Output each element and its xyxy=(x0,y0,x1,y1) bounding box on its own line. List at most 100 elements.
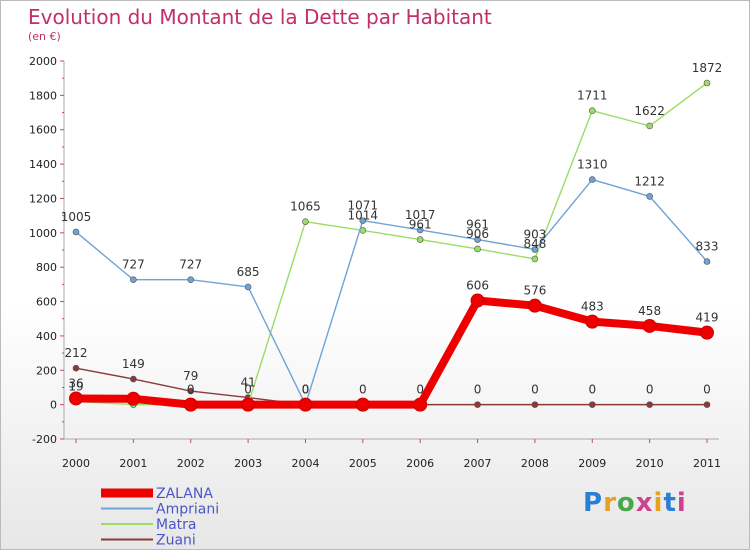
data-point-zalana xyxy=(642,318,657,333)
data-label-ampriani: 961 xyxy=(466,218,489,232)
legend-label-ampriani: Ampriani xyxy=(156,502,219,518)
data-point-matra xyxy=(703,79,711,87)
data-point-zalana xyxy=(585,314,600,329)
data-point-zalana xyxy=(527,298,542,313)
data-point-matra xyxy=(531,255,539,263)
data-label-zuani: 41 xyxy=(240,376,255,390)
data-label-zalana: 36 xyxy=(68,376,83,390)
legend-label-matra: Matra xyxy=(156,517,196,533)
data-point-zuani xyxy=(187,387,195,395)
data-label-zalana: 458 xyxy=(638,304,661,318)
y-tick-label: -200 xyxy=(32,433,57,446)
data-label-zuani: 0 xyxy=(646,383,654,397)
data-point-zuani xyxy=(531,401,539,408)
data-point-ampriani xyxy=(474,236,481,243)
data-label-matra: 961 xyxy=(409,218,432,232)
data-label-ampriani: 727 xyxy=(122,258,145,272)
data-label-matra: 848 xyxy=(523,237,546,251)
series-line-ampriani xyxy=(75,178,708,406)
data-label-zuani: 212 xyxy=(65,346,88,360)
data-label-zalana: 576 xyxy=(523,284,546,298)
x-tick-label: 2002 xyxy=(177,457,205,470)
series-line-matra xyxy=(75,82,708,406)
data-point-zalana xyxy=(126,391,141,406)
data-label-matra: 0 xyxy=(187,383,195,397)
data-label-matra: 1014 xyxy=(348,208,379,222)
data-point-zalana xyxy=(241,397,256,412)
data-label-ampriani: 903 xyxy=(523,227,546,241)
x-tick-label: 2007 xyxy=(464,457,492,470)
x-tick-label: 2010 xyxy=(636,457,664,470)
data-point-ampriani xyxy=(72,228,80,236)
data-label-ampriani: 685 xyxy=(237,265,260,279)
data-point-ampriani xyxy=(187,276,195,284)
y-tick-label: 1200 xyxy=(29,192,57,205)
x-tick-label: 2000 xyxy=(62,457,90,470)
x-tick-label: 2005 xyxy=(349,457,377,470)
data-point-zalana xyxy=(298,397,313,412)
data-point-matra xyxy=(646,122,653,130)
data-point-ampriani xyxy=(703,258,711,265)
legend-label-zalana: ZALANA xyxy=(156,486,213,502)
series-line-zalana xyxy=(72,296,711,409)
data-label-ampriani: 0 xyxy=(302,383,310,397)
data-point-zalana xyxy=(470,293,485,308)
data-point-zalana xyxy=(183,397,198,412)
data-point-ampriani xyxy=(130,276,137,284)
data-label-zuani: 0 xyxy=(588,383,596,397)
data-label-zuani: 0 xyxy=(359,383,367,397)
data-point-ampriani xyxy=(646,193,653,200)
data-label-matra: 1872 xyxy=(692,61,723,75)
proxiti-logo: Proxiti xyxy=(583,488,687,518)
y-tick-label: 1400 xyxy=(29,158,57,171)
x-tick-label: 2003 xyxy=(234,457,262,470)
data-label-zalana: 606 xyxy=(466,279,489,293)
data-label-matra: 0 xyxy=(244,383,252,397)
y-tick-label: 200 xyxy=(36,364,57,377)
data-point-ampriani xyxy=(416,226,424,234)
data-label-zuani: 0 xyxy=(703,383,711,397)
data-point-matra xyxy=(474,245,481,253)
y-tick-label: 400 xyxy=(36,330,57,343)
data-label-ampriani: 833 xyxy=(696,240,719,254)
y-tick-label: 0 xyxy=(50,399,57,412)
y-tick-label: 1600 xyxy=(29,124,57,137)
data-point-zalana xyxy=(700,325,714,340)
data-label-zalana: 483 xyxy=(581,300,604,314)
y-tick-label: 600 xyxy=(36,296,57,309)
data-point-zalana xyxy=(413,397,428,412)
data-label-matra: 1622 xyxy=(634,104,665,118)
chart-title: Evolution du Montant de la Dette par Hab… xyxy=(28,5,492,29)
data-point-zuani xyxy=(474,401,481,408)
x-tick-label: 2008 xyxy=(521,457,549,470)
x-tick-label: 2004 xyxy=(291,457,319,470)
data-label-ampriani: 1071 xyxy=(348,199,379,213)
data-point-matra xyxy=(588,107,596,114)
data-point-zalana xyxy=(355,397,370,412)
data-label-zuani: 0 xyxy=(416,383,424,397)
y-tick-label: 800 xyxy=(36,261,57,274)
data-point-ampriani xyxy=(588,176,596,183)
data-label-matra: 19 xyxy=(68,379,83,393)
data-point-ampriani xyxy=(244,283,252,291)
data-label-zuani: 0 xyxy=(302,383,310,397)
data-label-ampriani: 1212 xyxy=(634,174,665,188)
data-label-ampriani: 1310 xyxy=(577,158,608,172)
data-point-zuani xyxy=(646,401,653,408)
data-point-zuani xyxy=(72,364,80,372)
data-label-ampriani: 1017 xyxy=(405,208,436,222)
data-label-matra: 906 xyxy=(466,227,489,241)
data-point-ampriani xyxy=(531,246,539,253)
data-label-zuani: 0 xyxy=(474,383,482,397)
data-label-zalana: 419 xyxy=(696,311,719,325)
data-point-matra xyxy=(416,236,424,243)
data-label-ampriani: 1005 xyxy=(61,210,92,224)
data-label-ampriani: 727 xyxy=(179,258,202,272)
data-point-matra xyxy=(302,218,309,225)
data-label-matra: 1065 xyxy=(290,200,321,214)
data-point-zuani xyxy=(130,375,137,383)
y-tick-label: 1000 xyxy=(29,227,57,240)
y-tick-label: 1800 xyxy=(29,89,57,102)
